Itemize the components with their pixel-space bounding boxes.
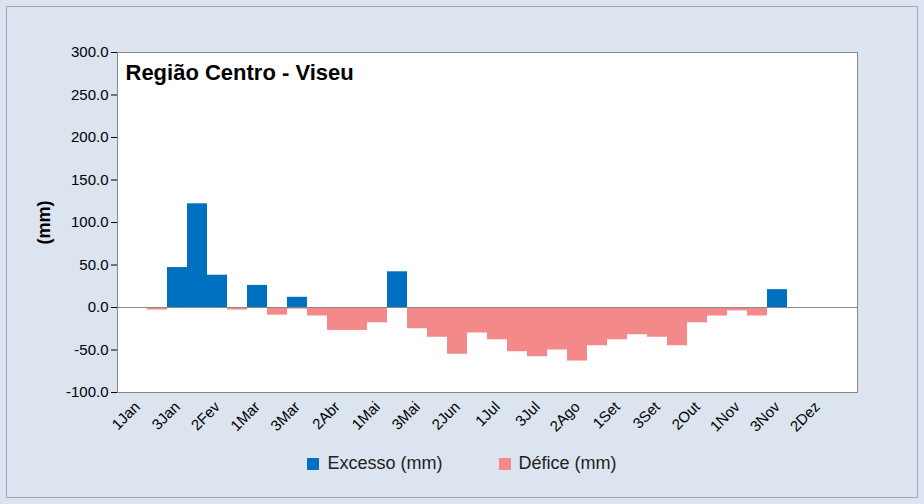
svg-text:2Jun: 2Jun [428,398,463,433]
svg-text:200.0: 200.0 [71,128,109,145]
svg-text:2Fev: 2Fev [187,397,223,433]
svg-text:1Nov: 1Nov [706,397,743,434]
svg-text:1Jul: 1Jul [472,398,503,429]
svg-text:1Jan: 1Jan [108,398,143,433]
svg-text:1Mar: 1Mar [227,398,263,434]
svg-text:Região Centro - Viseu: Região Centro - Viseu [126,60,354,85]
svg-text:2Abr: 2Abr [309,398,343,432]
svg-text:1Set: 1Set [589,397,623,431]
svg-text:3Mar: 3Mar [267,398,303,434]
html-text:Excesso (mm): Excesso (mm) [327,453,443,473]
svg-text:3Nov: 3Nov [746,397,783,434]
svg-text:3Jan: 3Jan [148,398,183,433]
svg-text:3Mai: 3Mai [388,398,423,433]
svg-text:2Dez: 2Dez [786,398,823,435]
svg-text:0.0: 0.0 [88,298,109,315]
svg-text:300.0: 300.0 [71,43,109,60]
svg-text:250.0: 250.0 [71,86,109,103]
svg-text:50.0: 50.0 [79,256,108,273]
html-text:Défice (mm): Défice (mm) [518,453,617,473]
svg-text:2Out: 2Out [668,397,704,433]
svg-text:150.0: 150.0 [71,171,109,188]
svg-text:3Set: 3Set [629,397,663,431]
svg-text:3Jul: 3Jul [512,398,543,429]
svg-text:1Mai: 1Mai [348,398,383,433]
svg-text:-100.0: -100.0 [66,383,109,400]
svg-text:2Ago: 2Ago [546,398,583,435]
svg-text:-50.0: -50.0 [74,341,108,358]
svg-text:100.0: 100.0 [71,213,109,230]
svg-text:(mm): (mm) [34,200,54,244]
